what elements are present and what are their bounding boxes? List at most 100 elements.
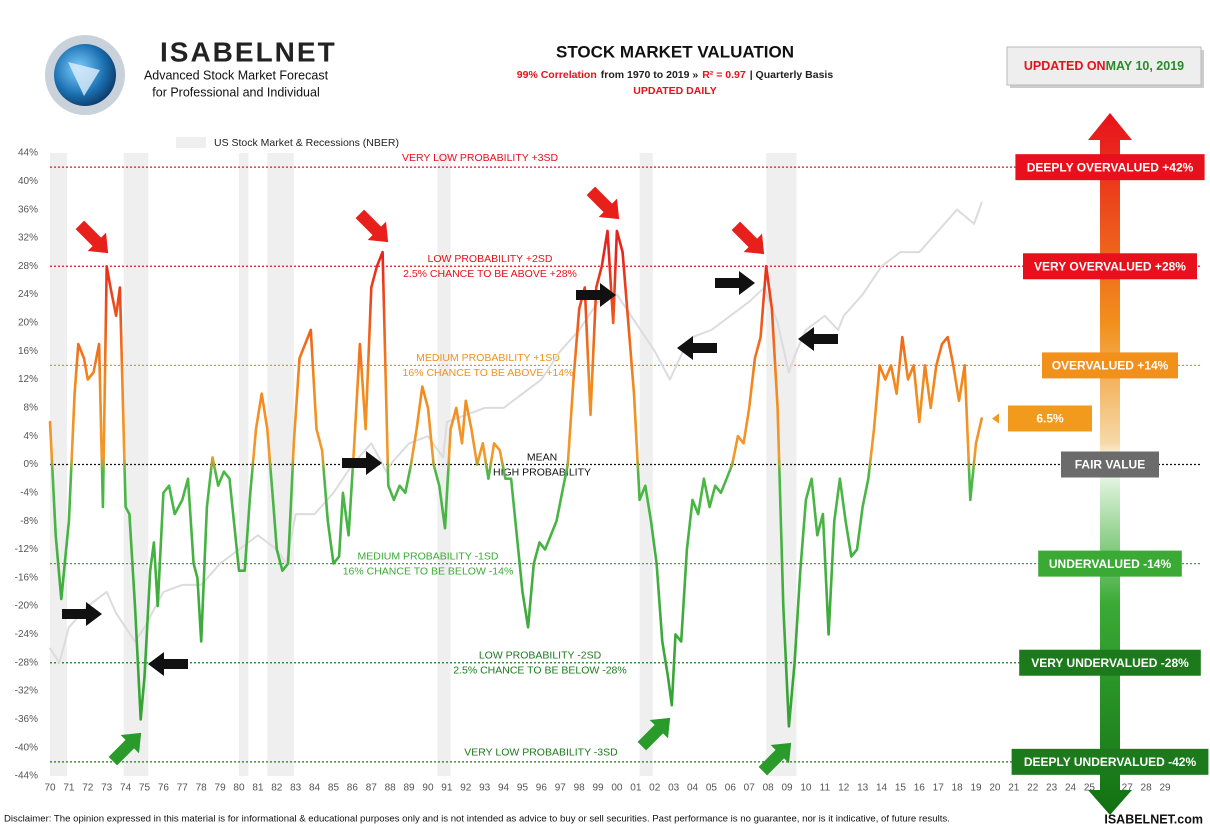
y-tick-label: 32% xyxy=(18,233,38,244)
y-tick-label: -24% xyxy=(15,629,38,640)
y-tick-label: -40% xyxy=(15,742,38,753)
tagline: for Professional and Individual xyxy=(152,85,319,99)
x-tick-label: 82 xyxy=(271,783,283,794)
legend-label: US Stock Market & Recessions (NBER) xyxy=(214,137,399,149)
updated-date: MAY 10, 2019 xyxy=(1106,59,1185,73)
green-arrow xyxy=(637,717,671,751)
y-tick-label: -4% xyxy=(20,487,38,498)
updated-box xyxy=(1006,46,1202,86)
subtitle-part: 99% Correlation xyxy=(517,69,597,81)
y-tick-label: 40% xyxy=(18,176,38,187)
black-arrow xyxy=(148,652,188,676)
y-tick-label: -36% xyxy=(15,714,38,725)
x-tick-label: 80 xyxy=(233,783,245,794)
level-box xyxy=(1015,154,1205,181)
x-tick-label: 75 xyxy=(139,783,151,794)
x-tick-label: 86 xyxy=(347,783,359,794)
level-annotation: MEDIUM PROBABILITY -1SD xyxy=(357,550,498,562)
plot-area: 44% 40% 36% 32% 28% 24% 20% 16% 12% 8% 4% 0% -4% -8% -… xyxy=(15,148,1200,794)
x-tick-label: 94 xyxy=(498,783,510,794)
level-box-label: DEEPLY OVERVALUED +42% xyxy=(1027,160,1194,174)
red-arrow xyxy=(75,220,109,254)
level-boxes: DEEPLY OVERVALUED +42% VERY OVERVALUED +2… xyxy=(992,154,1209,775)
x-tick-label: 01 xyxy=(630,783,642,794)
x-tick-label: 12 xyxy=(838,783,850,794)
x-tick-label: 29 xyxy=(1159,783,1171,794)
x-tick-label: 22 xyxy=(1027,783,1039,794)
x-tick-label: 78 xyxy=(196,783,208,794)
x-tick-label: 06 xyxy=(725,783,737,794)
valuation-line xyxy=(48,229,983,728)
x-tick-label: 03 xyxy=(668,783,680,794)
x-tick-label: 93 xyxy=(479,783,491,794)
level-annotation: MEDIUM PROBABILITY +1SD xyxy=(416,352,560,364)
x-tick-label: 77 xyxy=(177,783,189,794)
chart-note: UPDATED DAILY xyxy=(633,85,716,97)
x-tick-label: 19 xyxy=(970,783,982,794)
y-tick-label: -44% xyxy=(15,771,38,782)
x-tick-label: 25 xyxy=(1084,783,1096,794)
y-tick-label: -12% xyxy=(15,544,38,555)
current-box xyxy=(1008,405,1092,432)
y-tick-label: 8% xyxy=(24,403,39,414)
x-tick-label: 18 xyxy=(952,783,964,794)
updated-prefix: UPDATED ON xyxy=(1024,59,1106,73)
x-tick-label: 16 xyxy=(914,783,926,794)
x-tick-label: 83 xyxy=(290,783,302,794)
chart-title: STOCK MARKET VALUATION xyxy=(556,42,794,61)
level-annotation: 2.5% CHANCE TO BE ABOVE +28% xyxy=(403,268,577,280)
green-arrow xyxy=(108,732,142,766)
x-tick-label: 24 xyxy=(1065,783,1077,794)
y-tick-label: -8% xyxy=(20,516,38,527)
x-tick-label: 17 xyxy=(933,783,945,794)
black-arrow xyxy=(677,336,717,360)
y-tick-label: -28% xyxy=(15,657,38,668)
black-arrow xyxy=(342,451,382,475)
level-box xyxy=(1019,649,1201,676)
x-tick-label: 21 xyxy=(1008,783,1020,794)
subtitle-part: R² = 0.97 xyxy=(702,69,746,81)
level-annotation: 16% CHANCE TO BE BELOW -14% xyxy=(343,565,514,577)
x-tick-label: 91 xyxy=(441,783,453,794)
x-tick-label: 15 xyxy=(895,783,907,794)
x-tick-label: 74 xyxy=(120,783,132,794)
x-tick-label: 20 xyxy=(989,783,1001,794)
x-tick-label: 14 xyxy=(876,783,888,794)
level-box xyxy=(1061,451,1159,478)
level-box xyxy=(1038,550,1182,577)
logo xyxy=(45,35,125,115)
black-arrow xyxy=(576,283,616,307)
level-box-label: VERY UNDERVALUED -28% xyxy=(1031,656,1189,670)
x-tick-label: 11 xyxy=(820,783,831,794)
level-annotation: VERY LOW PROBABILITY +3SD xyxy=(402,152,559,164)
y-tick-label: -16% xyxy=(15,572,38,583)
level-annotation: 2.5% CHANCE TO BE BELOW -28% xyxy=(453,665,627,677)
green-arrow xyxy=(758,742,792,776)
current-label: 6.5% xyxy=(1036,412,1064,426)
y-tick-label: -20% xyxy=(15,601,38,612)
y-tick-label: 44% xyxy=(18,148,38,159)
x-tick-label: 84 xyxy=(309,783,321,794)
black-arrow xyxy=(715,271,755,295)
x-tick-label: 27 xyxy=(1122,783,1134,794)
level-annotation: MEAN xyxy=(527,451,557,463)
x-tick-label: 90 xyxy=(422,783,434,794)
x-tick-label: 10 xyxy=(800,783,812,794)
x-tick-label: 99 xyxy=(592,783,604,794)
x-tick-label: 95 xyxy=(517,783,529,794)
x-tick-label: 88 xyxy=(385,783,397,794)
recession-band xyxy=(437,153,451,776)
x-tick-label: 72 xyxy=(82,783,94,794)
level-annotation: VERY LOW PROBABILITY -3SD xyxy=(464,747,618,759)
x-tick-label: 96 xyxy=(536,783,548,794)
x-tick-label: 28 xyxy=(1141,783,1153,794)
x-tick-label: 23 xyxy=(1046,783,1058,794)
y-tick-label: 24% xyxy=(18,289,38,300)
current-pointer xyxy=(992,413,999,424)
x-tick-label: 02 xyxy=(649,783,661,794)
x-tick-label: 71 xyxy=(63,783,75,794)
y-tick-label: 12% xyxy=(18,374,38,385)
level-box-label: OVERVALUED +14% xyxy=(1052,359,1169,373)
level-box-label: FAIR VALUE xyxy=(1075,458,1145,472)
